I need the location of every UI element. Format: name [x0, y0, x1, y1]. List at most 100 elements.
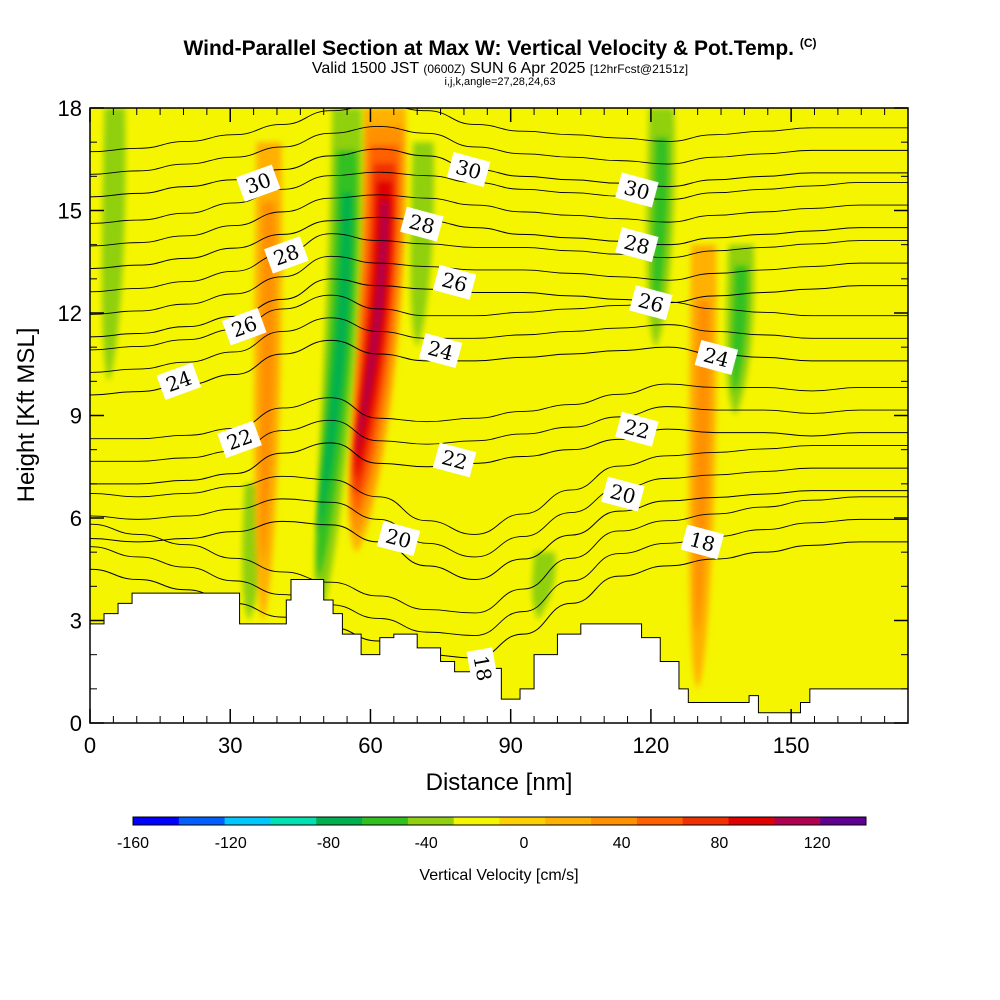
w-feature-downdraft: [726, 244, 755, 416]
isentrope-30: [90, 148, 908, 198]
contour-label-bg: [432, 442, 477, 478]
subtitle-utc: (0600Z): [423, 62, 466, 76]
colorbar-swatch: [591, 817, 638, 825]
y-tick-label: 3: [70, 609, 82, 634]
axes: 0 30 60 90 120 150 0 3 6 9 12 15 18: [58, 96, 909, 758]
isentrope-minor: [90, 518, 908, 636]
contour-label-bg: [376, 521, 421, 556]
x-tick-label: 90: [498, 733, 522, 758]
contour-label-bg: [680, 524, 725, 560]
isentrope-minor: [90, 108, 908, 153]
chart-title: Wind-Parallel Section at Max W: Vertical…: [0, 36, 1000, 61]
isentrope-minor: [90, 445, 908, 535]
subtitle-valid: Valid 1500 JST: [311, 60, 419, 77]
colorbar-swatch: [636, 817, 684, 825]
isentrope-26: [90, 278, 908, 338]
y-tick-label: 12: [58, 301, 82, 326]
contour-label-bg: [235, 164, 281, 202]
contour-label-28: 28: [400, 206, 444, 242]
isentrope-minor: [90, 496, 908, 614]
contour-label-bg: [217, 420, 262, 459]
contour-label-22: 22: [432, 442, 477, 478]
colorbar-swatch: [407, 817, 455, 825]
colorbar-swatch: [682, 817, 730, 825]
w-feature-updraft-core: [348, 108, 407, 553]
isentrope-minor: [90, 125, 908, 175]
contour-label-bg: [264, 236, 309, 274]
colorbar-swatch: [774, 817, 821, 825]
colorbar-label: Vertical Velocity [cm/s]: [419, 867, 578, 884]
contour-label-bg: [629, 285, 673, 321]
y-tick-label: 15: [58, 199, 82, 224]
x-tick-label: 30: [218, 733, 242, 758]
contour-label-bg: [601, 476, 645, 512]
isentrope-minor: [90, 467, 908, 558]
chart-title-mark: (C): [799, 36, 817, 50]
isentrope-minor: [90, 317, 908, 373]
colorbar-swatch: [499, 817, 546, 825]
x-tick-label: 120: [633, 733, 670, 758]
colorbar-tick-label: -120: [215, 835, 247, 852]
isentrope-minor: [90, 233, 908, 293]
contour-label-30: 30: [446, 152, 491, 187]
w-feature-downdraft: [410, 142, 434, 348]
contour-label-26: 26: [432, 264, 477, 300]
contour-label-22: 22: [615, 411, 659, 447]
contour-label-20: 20: [376, 521, 421, 556]
contour-label-bg: [615, 411, 659, 447]
isentrope-minor: [90, 255, 908, 315]
contour-label-24: 24: [156, 362, 202, 401]
w-contour-band: [356, 200, 388, 460]
w-feature-downdraft: [532, 552, 556, 621]
subtitle-fcst: [12hrFcst@2151z]: [589, 62, 689, 76]
contour-label-30: 30: [615, 172, 659, 208]
w-contour-band: [318, 193, 352, 536]
colorbar-swatch: [178, 817, 226, 825]
contour-label-bg: [694, 339, 739, 375]
w-contour-band: [410, 142, 434, 348]
y-tick-label: 0: [70, 711, 82, 736]
x-tick-label: 150: [773, 733, 810, 758]
y-axis-label: Height [Kft MSL]: [13, 328, 40, 503]
plot-area: [90, 108, 908, 723]
colorbar-tick-label: -160: [117, 835, 149, 852]
colorbar-swatch: [362, 817, 409, 825]
w-contour-band: [532, 552, 556, 621]
colorbar-swatch: [133, 817, 180, 825]
colorbar-tick-label: 0: [519, 835, 528, 852]
isentrope-20: [90, 490, 908, 581]
contour-label-26: 26: [629, 285, 673, 321]
contour-label-bg: [156, 362, 202, 401]
contour-label-bg: [615, 172, 659, 208]
contour-label-bg: [466, 647, 499, 690]
w-contour-band: [259, 201, 276, 561]
isentrope-minor: [90, 194, 908, 247]
contour-label-24: 24: [418, 333, 463, 369]
colorbar-tick-label: -40: [415, 835, 438, 852]
contour-label-20: 20: [601, 476, 645, 512]
chart-subtitle-2: i,j,k,angle=27,28,24,63: [444, 76, 556, 88]
y-tick-label: 9: [70, 404, 82, 429]
contour-label-28: 28: [615, 227, 659, 263]
colorbar-tick-label: 40: [613, 835, 631, 852]
x-axis-label: Distance [nm]: [426, 769, 573, 796]
isentrope-28: [90, 216, 908, 270]
contour-label-bg: [400, 206, 444, 242]
isentrope-22: [90, 428, 908, 485]
y-tick-label: 18: [58, 96, 82, 121]
contour-label-bg: [418, 333, 463, 369]
colorbar-swatch: [316, 817, 363, 825]
contour-label-text: 18: [469, 654, 497, 683]
x-tick-label: 0: [84, 733, 96, 758]
isentrope-minor: [90, 171, 908, 224]
colorbar-tick-label: 80: [711, 835, 729, 852]
contour-label-18: 18: [680, 524, 725, 560]
subtitle-date: SUN 6 Apr 2025: [469, 60, 586, 77]
colorbar-tick-label: 120: [804, 835, 831, 852]
colorbar-swatch: [224, 817, 271, 825]
w-contour-band: [732, 266, 748, 395]
contour-label-bg: [221, 307, 267, 346]
colorbar-swatch: [453, 817, 500, 825]
